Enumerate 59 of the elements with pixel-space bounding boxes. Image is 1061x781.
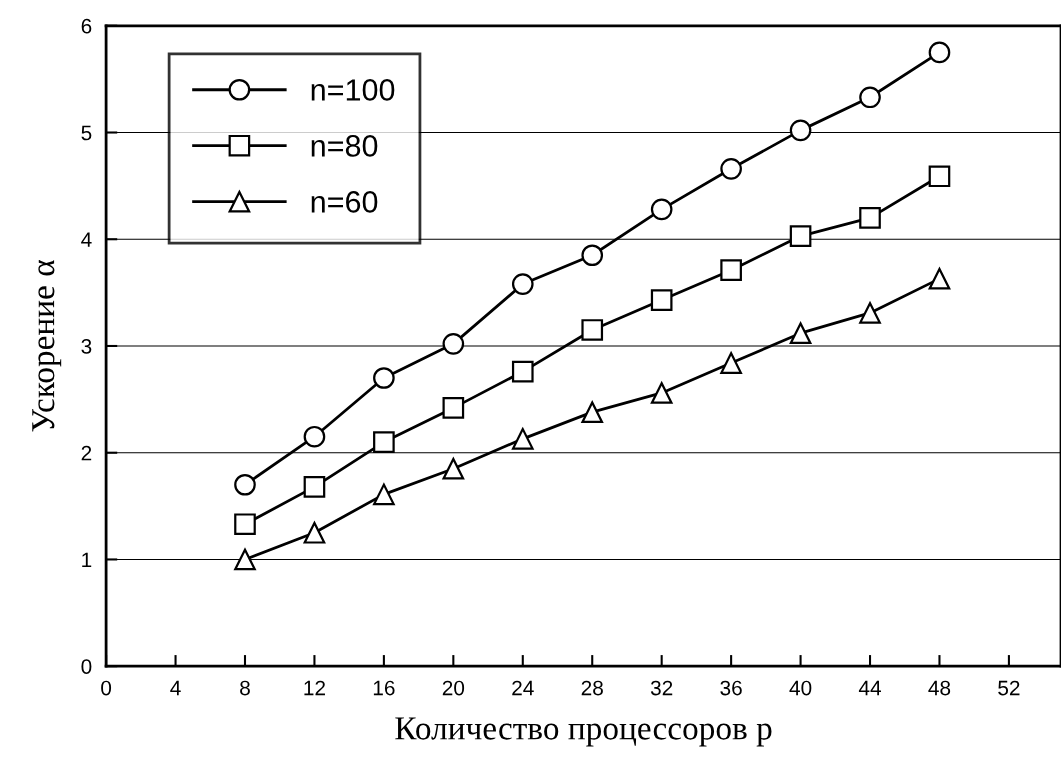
point xyxy=(581,401,604,423)
y-tick-label: 1 xyxy=(82,552,92,568)
point xyxy=(720,157,742,180)
x-tick-label: 48 xyxy=(928,680,951,696)
x-tick-label: 0 xyxy=(101,680,112,696)
point xyxy=(859,302,881,324)
point xyxy=(373,483,395,506)
point xyxy=(373,367,395,389)
x-tick-label: 40 xyxy=(789,680,812,696)
point xyxy=(789,322,812,345)
point xyxy=(720,352,742,374)
x-tick-label: 32 xyxy=(650,680,673,696)
legend-label: n=80 xyxy=(311,135,378,157)
point xyxy=(303,476,326,498)
point xyxy=(581,244,604,267)
legend-label: n=100 xyxy=(311,79,395,101)
point xyxy=(303,425,326,448)
point xyxy=(859,207,881,229)
point xyxy=(650,289,673,311)
x-tick-label: 4 xyxy=(170,680,181,696)
point xyxy=(789,225,812,247)
y-tick-label: 5 xyxy=(81,125,92,141)
point xyxy=(442,397,465,419)
x-tick-label: 28 xyxy=(581,680,603,696)
x-tick-label: 8 xyxy=(240,680,250,696)
x-tick-label: 44 xyxy=(858,680,881,696)
point xyxy=(442,457,465,480)
x-tick-label: 16 xyxy=(373,680,395,696)
point xyxy=(789,119,812,142)
x-tick-label: 12 xyxy=(304,680,325,696)
y-tick-label: 3 xyxy=(81,338,92,354)
x-tick-label: 24 xyxy=(512,680,534,696)
point xyxy=(234,548,256,571)
y-tick-label: 0 xyxy=(81,659,92,674)
point xyxy=(442,333,465,355)
point xyxy=(303,521,326,544)
y-tick-label: 4 xyxy=(81,232,92,247)
point xyxy=(234,513,256,536)
point xyxy=(928,165,951,188)
point xyxy=(859,86,881,109)
x-axis-title: Количество процессоров p xyxy=(395,717,772,747)
x-tick-label: 52 xyxy=(998,680,1020,696)
point xyxy=(373,431,395,453)
y-tick-label: 2 xyxy=(81,445,92,461)
point xyxy=(511,360,534,383)
point xyxy=(511,273,534,295)
x-tick-label: 36 xyxy=(720,680,742,696)
y-tick-label: 6 xyxy=(81,18,92,34)
x-tick-label: 20 xyxy=(442,680,465,696)
point xyxy=(650,198,673,221)
legend-label: n=60 xyxy=(311,191,378,213)
y-axis-title: Ускорение α xyxy=(32,260,62,432)
point xyxy=(511,428,534,450)
point xyxy=(234,473,256,496)
point xyxy=(720,259,742,282)
point xyxy=(650,382,673,404)
point xyxy=(581,319,604,341)
point xyxy=(928,41,951,64)
point xyxy=(928,267,951,290)
